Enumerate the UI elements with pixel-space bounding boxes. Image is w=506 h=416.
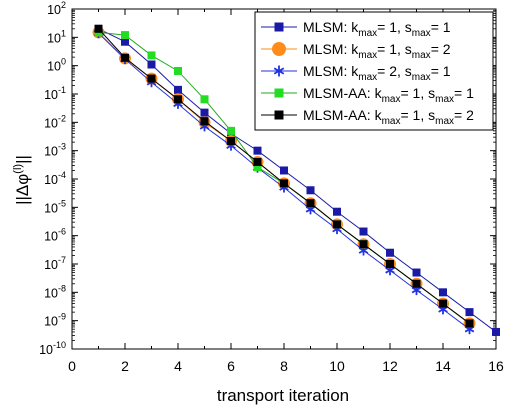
legend-entry: MLSM: kmax= 1, smax= 1 [261,19,451,39]
square-marker [274,110,284,120]
square-marker [306,186,315,195]
legend-entry: MLSM-AA: kmax= 1, smax= 2 [261,107,474,127]
legend-label: MLSM-AA: kmax= 1, smax= 2 [303,107,474,127]
y-tick-label: 102 [47,0,66,17]
legend-entry: MLSM: kmax= 2, smax= 1 [261,63,451,83]
x-tick-label: 0 [68,358,76,374]
square-marker [386,248,394,257]
y-tick-label: 10-9 [44,312,66,329]
axes-layer: 0 2 4 6 8 10 12 14 16 102 101 100 10-1 10-2 10-3 10-4 10… [39,0,504,374]
legend-label: MLSM: kmax= 2, smax= 1 [303,63,451,83]
legend-entry: MLSM-AA: kmax= 1, smax= 1 [261,85,474,105]
series-line [98,28,497,333]
square-marker [359,227,368,236]
square-marker [280,166,288,175]
x-tick-label: 10 [329,358,345,374]
y-tick-label: 10-5 [44,198,66,215]
square-marker [147,51,156,60]
square-marker [412,268,421,277]
y-tick-label: 100 [47,57,66,74]
square-marker [121,31,129,40]
square-marker [200,117,209,126]
asterisk-marker [273,65,285,77]
square-marker [227,136,235,145]
square-marker [465,308,474,317]
square-marker [439,288,447,297]
square-marker [306,199,315,208]
square-marker [227,126,235,135]
series-layer [92,24,500,336]
square-marker [253,163,262,172]
y-tick-label: 10-7 [44,255,66,272]
square-marker [412,279,421,288]
legend-entry: MLSM: kmax= 1, smax= 2 [261,41,451,61]
y-tick-label: 101 [47,28,66,45]
legend-label: MLSM: kmax= 1, smax= 1 [303,19,451,39]
x-tick-label: 6 [227,358,235,374]
square-marker [200,95,209,104]
square-marker [386,260,394,268]
square-marker [492,327,500,336]
square-marker [121,37,129,46]
y-tick-label: 10-8 [44,283,66,300]
square-marker [121,53,129,62]
square-marker [253,157,262,166]
y-axis-label: ||Δφ(l)|| [12,155,32,205]
square-marker [174,95,182,104]
square-marker [253,146,262,155]
x-tick-label: 8 [280,358,288,374]
legend-label: MLSM-AA: kmax= 1, smax= 1 [303,85,474,105]
square-marker [359,240,368,249]
square-marker [94,24,103,33]
legend-label: MLSM: kmax= 1, smax= 2 [303,41,451,61]
circle-marker [272,42,286,56]
square-marker [174,66,182,75]
square-marker [274,22,284,32]
square-marker [147,60,156,69]
square-marker [274,88,284,98]
y-tick-label: 10-6 [44,227,66,244]
y-tick-label: 10-3 [44,142,66,159]
y-tick-label: 10-2 [44,113,66,130]
x-axis-label: transport iteration [217,386,349,405]
x-tick-label: 12 [382,358,398,374]
square-marker [147,74,156,83]
x-tick-label: 14 [435,358,451,374]
y-tick-label: 10-4 [44,170,66,187]
square-marker [174,85,182,94]
x-tick-label: 2 [121,358,129,374]
y-tick-label: 10-1 [44,85,66,102]
square-marker [280,179,288,188]
square-marker [439,299,447,308]
square-marker [333,207,341,216]
x-tick-label: 4 [174,358,182,374]
y-tick-label: 10-10 [39,340,66,357]
x-tick-label: 16 [488,358,504,374]
square-marker [465,319,474,328]
square-marker [333,220,341,229]
square-marker [200,108,209,117]
series-5 [94,24,474,328]
